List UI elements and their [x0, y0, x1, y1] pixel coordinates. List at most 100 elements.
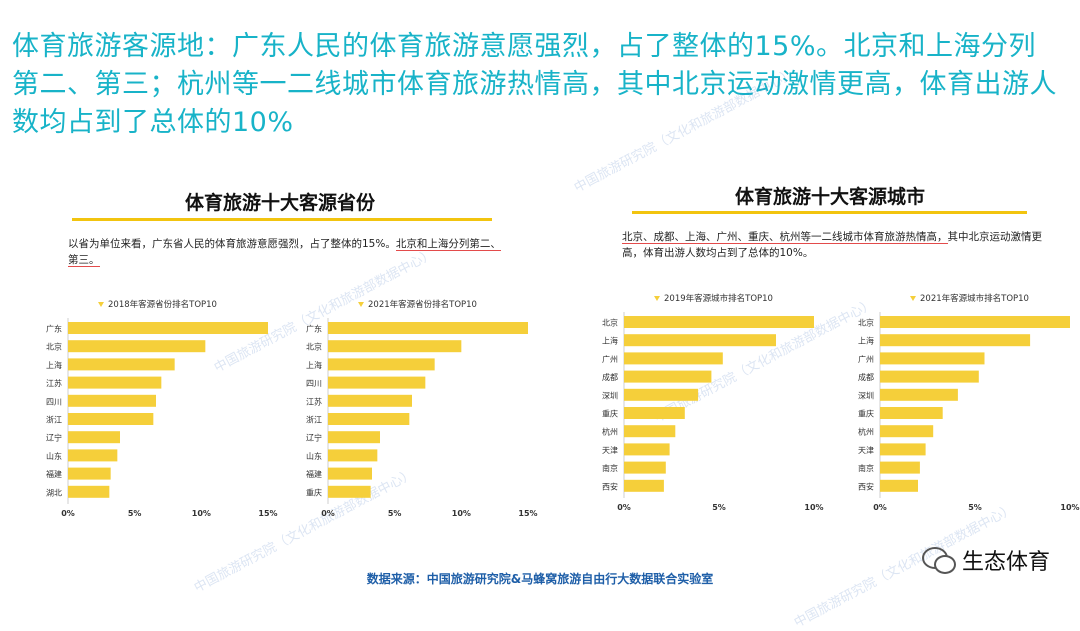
- left-panel-desc-plain: 以省为单位来看，广东省人民的体育旅游意愿强烈，占了整体的15%。: [68, 238, 396, 250]
- bar: [68, 358, 175, 371]
- bar: [68, 467, 111, 480]
- category-label: 广东: [46, 324, 62, 334]
- x-tick-label: 5%: [968, 503, 982, 512]
- legend-label: 2019年客源城市排名TOP10: [664, 293, 773, 304]
- category-label: 广州: [602, 354, 618, 364]
- brand: 生态体育: [921, 544, 1050, 576]
- category-label: 湖北: [46, 488, 62, 497]
- bar: [68, 394, 156, 407]
- category-label: 北京: [46, 342, 62, 352]
- category-label: 杭州: [602, 427, 618, 437]
- bar: [328, 394, 412, 407]
- legend-marker: [910, 296, 916, 301]
- category-label: 北京: [602, 318, 618, 328]
- category-label: 广州: [858, 354, 874, 364]
- category-label: 上海: [46, 360, 62, 370]
- x-tick-label: 10%: [1060, 503, 1079, 512]
- left-panel-title: 体育旅游十大客源省份: [184, 192, 375, 214]
- right-panel-title: 体育旅游十大客源城市: [734, 186, 925, 208]
- legend-marker: [98, 302, 104, 307]
- bar: [328, 358, 435, 371]
- category-label: 辽宁: [306, 433, 322, 443]
- right-panel-desc: 北京、成都、上海、广州、重庆、杭州等一二线城市体育旅游热情高，其中北京运动激情更…: [622, 229, 1047, 261]
- category-label: 广东: [306, 324, 322, 334]
- bar: [328, 322, 528, 334]
- category-label: 重庆: [858, 409, 874, 419]
- bar: [68, 322, 268, 334]
- bar: [68, 340, 206, 353]
- bar: [328, 413, 410, 425]
- bar: [880, 388, 958, 401]
- bar: [880, 334, 1031, 347]
- category-label: 南京: [602, 463, 618, 473]
- headline: 体育旅游客源地：广东人民的体育旅游意愿强烈，占了整体的15%。北京和上海分列第二…: [12, 31, 1057, 138]
- bar: [880, 352, 985, 365]
- category-label: 西安: [858, 481, 874, 491]
- x-tick-label: 0%: [873, 503, 887, 512]
- wechat-icon: [921, 545, 956, 575]
- bar: [880, 479, 918, 492]
- bar: [880, 407, 943, 419]
- x-tick-label: 10%: [452, 509, 471, 518]
- category-label: 上海: [858, 336, 874, 346]
- bar: [328, 376, 426, 389]
- x-tick-label: 15%: [258, 509, 277, 518]
- bar: [68, 449, 118, 462]
- bar: [68, 431, 120, 444]
- bar: [328, 340, 462, 353]
- category-label: 四川: [46, 397, 62, 406]
- left-panel-rule: [72, 218, 492, 221]
- bar: [624, 370, 712, 383]
- category-label: 四川: [306, 379, 322, 388]
- bar: [624, 425, 676, 438]
- bar: [880, 425, 934, 438]
- category-label: 天津: [858, 445, 874, 455]
- bar: [624, 407, 685, 419]
- category-label: 西安: [602, 481, 618, 491]
- category-label: 深圳: [858, 390, 874, 400]
- category-label: 深圳: [602, 390, 618, 400]
- right-panel-rule: [632, 211, 1027, 214]
- bar: [68, 376, 162, 389]
- bar: [624, 388, 699, 401]
- bar: [68, 413, 154, 425]
- category-label: 福建: [306, 469, 322, 479]
- category-label: 杭州: [858, 427, 874, 437]
- category-label: 上海: [602, 336, 618, 346]
- bar: [624, 334, 776, 347]
- category-label: 重庆: [602, 409, 618, 419]
- bar: [880, 316, 1070, 328]
- bar: [624, 461, 666, 474]
- left-panel-desc: 以省为单位来看，广东省人民的体育旅游意愿强烈，占了整体的15%。北京和上海分列第…: [68, 236, 508, 268]
- category-label: 北京: [858, 318, 874, 328]
- x-tick-label: 0%: [321, 509, 335, 518]
- bar: [624, 479, 664, 492]
- category-label: 江苏: [46, 378, 62, 388]
- legend-label: 2021年客源省份排名TOP10: [368, 299, 477, 310]
- x-tick-label: 10%: [192, 509, 211, 518]
- bar: [880, 443, 926, 456]
- bar: [880, 370, 979, 383]
- x-tick-label: 0%: [61, 509, 75, 518]
- legend-marker: [358, 302, 364, 307]
- category-label: 福建: [46, 469, 62, 479]
- category-label: 北京: [306, 342, 322, 352]
- data-source: 数据来源：中国旅游研究院&马蜂窝旅游自由行大数据联合实验室: [366, 572, 714, 586]
- bar: [328, 485, 371, 498]
- x-tick-label: 15%: [518, 509, 537, 518]
- category-label: 山东: [46, 451, 62, 461]
- category-label: 江苏: [306, 396, 322, 406]
- category-label: 浙江: [46, 415, 62, 425]
- category-label: 天津: [602, 445, 618, 455]
- right-panel-desc-plain: 其中北京运动激情更高，体育出游人数均占到了总体的10%。: [622, 231, 1042, 259]
- bar: [880, 461, 920, 474]
- bar: [68, 485, 110, 498]
- x-tick-label: 10%: [804, 503, 823, 512]
- bar: [624, 352, 723, 365]
- category-label: 南京: [858, 463, 874, 473]
- bar: [328, 467, 372, 480]
- x-tick-label: 0%: [617, 503, 631, 512]
- bar: [624, 316, 814, 328]
